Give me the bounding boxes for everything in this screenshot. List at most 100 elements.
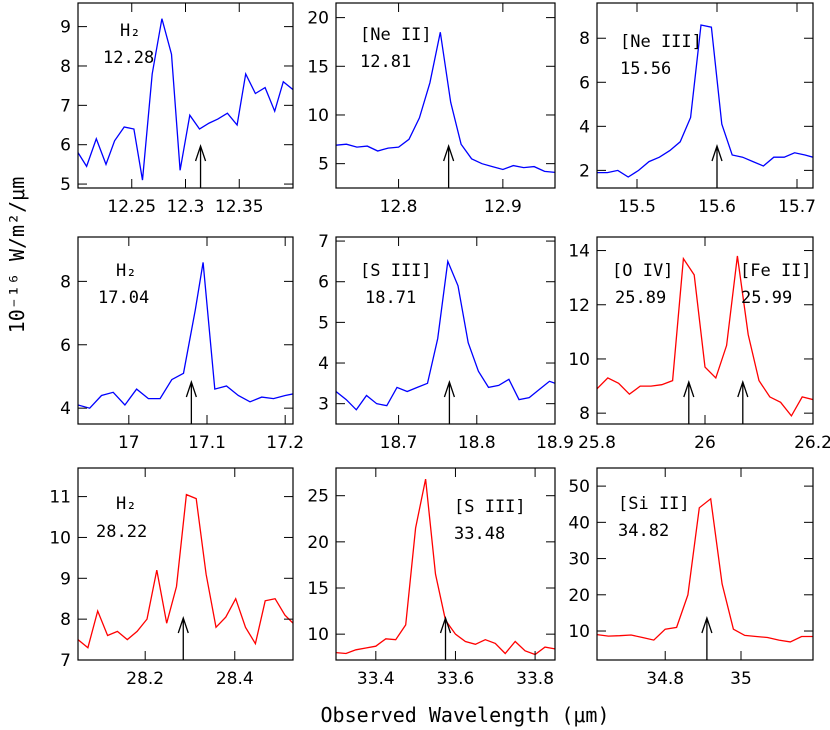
line-id-label: 15.56 [620, 59, 671, 79]
y-tick-label: 6 [318, 273, 329, 293]
y-tick-label: 30 [568, 550, 590, 570]
y-tick-label: 6 [60, 136, 71, 156]
panel-5: 18.7 18.8 18.9 3 4 5 6 7 [S III] 18.71 [318, 232, 574, 453]
panel-6: 25.8 26 26.2 8 10 12 14 [O IV] 25.89 [Fe II] 25.99 [568, 236, 830, 453]
panel-1: 12.25 12.3 12.35 5 6 7 8 9 H₂ 12.28 [60, 2, 294, 217]
spectrum-line-1 [78, 18, 293, 181]
panel-9: 34.8 35 10 20 30 40 50 [Si II] 34.82 [568, 467, 814, 689]
y-tick-label: 7 [60, 651, 71, 671]
x-tick-label: 15.5 [618, 197, 656, 217]
spectrum-line-5 [336, 258, 555, 411]
y-tick-label: 10 [49, 528, 71, 548]
panel-frame-9 [596, 467, 814, 661]
y-tick-label: 8 [60, 272, 71, 292]
line-id-label: [Ne II] [360, 25, 432, 45]
y-tick-label: 50 [568, 477, 590, 497]
line-id-label: 18.71 [365, 288, 416, 308]
y-tick-label: 12 [568, 296, 590, 316]
y-tick-label: 5 [60, 175, 71, 195]
line-marker-arrow [683, 379, 695, 424]
panel-3: 15.5 15.6 15.7 2 4 6 8 [Ne III] 15.56 [579, 2, 816, 217]
x-tick-label: 12.9 [484, 197, 522, 217]
y-tick-label: 20 [307, 533, 329, 553]
spectrum-line-6 [597, 255, 813, 418]
line-id-label: 12.28 [103, 48, 154, 68]
panel-4: 17 17.1 17.2 4 6 8 H₂ 17.04 [60, 236, 304, 453]
line-id-label: H₂ [116, 494, 136, 514]
y-tick-label: 9 [60, 18, 71, 38]
y-tick-label: 8 [579, 404, 590, 424]
y-tick-label: 5 [318, 313, 329, 333]
y-tick-label: 20 [568, 586, 590, 606]
x-tick-label: 17 [118, 433, 140, 453]
spectrum-line-9 [597, 497, 813, 643]
x-tick-label: 12.25 [107, 197, 156, 217]
y-tick-label: 4 [60, 399, 71, 419]
panel-frame-5 [335, 236, 556, 425]
line-marker-arrow [177, 615, 189, 660]
x-tick-label: 25.8 [578, 433, 616, 453]
panel-2: 12.8 12.9 5 10 15 20 [Ne II] 12.81 [307, 2, 556, 217]
panel-frame-7 [77, 467, 294, 661]
line-marker-arrow [711, 143, 723, 188]
x-tick-label: 33.4 [357, 669, 395, 689]
x-tick-label: 18.8 [458, 433, 496, 453]
x-tick-label: 15.6 [698, 197, 736, 217]
line-id-label: 25.99 [741, 288, 792, 308]
line-marker-arrow [443, 379, 456, 424]
line-id-label: 33.48 [454, 524, 505, 544]
y-tick-label: 8 [60, 57, 71, 77]
line-marker-arrow [701, 615, 713, 660]
line-id-label: [Ne III] [620, 32, 702, 52]
x-tick-label: 18.7 [380, 433, 418, 453]
line-id-label: [O IV] [612, 261, 673, 281]
y-tick-label: 5 [318, 155, 329, 175]
panel-frame-4 [77, 236, 294, 425]
line-marker-arrow [194, 143, 207, 188]
line-id-label: [Fe II] [740, 261, 812, 281]
x-tick-label: 35 [730, 669, 752, 689]
x-tick-label: 33.8 [516, 669, 554, 689]
line-marker-arrow [185, 379, 197, 424]
y-tick-label: 40 [568, 513, 590, 533]
y-tick-label: 3 [318, 395, 329, 415]
y-tick-label: 25 [307, 487, 329, 507]
y-tick-label: 10 [568, 622, 590, 642]
y-tick-label: 4 [318, 354, 329, 374]
x-tick-label: 17.2 [266, 433, 304, 453]
panel-frame-2 [335, 2, 556, 189]
line-marker-arrow [737, 379, 749, 424]
x-tick-label: 28.2 [126, 669, 164, 689]
y-tick-label: 20 [307, 9, 329, 29]
panel-7: 28.2 28.4 7 8 9 10 11 H₂ 28.22 [49, 467, 294, 689]
y-tick-label: 6 [60, 336, 71, 356]
y-tick-label: 4 [579, 117, 590, 137]
line-id-label: [Si II] [618, 494, 690, 514]
panels-grid: 12.25 12.3 12.35 5 6 7 8 9 H₂ 12.28 12.8 12.9 5 10 15 2… [49, 2, 830, 689]
y-tick-label: 9 [60, 569, 71, 589]
line-id-label: [S III] [454, 497, 526, 517]
x-tick-label: 12.3 [167, 197, 205, 217]
panel-frame-3 [596, 2, 814, 189]
x-tick-label: 34.8 [646, 669, 684, 689]
line-id-label: 12.81 [360, 52, 411, 72]
x-axis-title: Observed Wavelength (μm) [321, 703, 610, 727]
spectrum-line-7 [78, 493, 293, 649]
line-id-label: 17.04 [98, 288, 149, 308]
y-tick-label: 11 [49, 488, 71, 508]
y-tick-label: 14 [568, 242, 590, 262]
x-tick-label: 33.6 [437, 669, 475, 689]
x-tick-label: 15.7 [778, 197, 816, 217]
spectrum-line-4 [78, 262, 293, 409]
line-id-label: 28.22 [96, 522, 147, 542]
y-tick-label: 7 [60, 96, 71, 116]
panel-8: 33.4 33.6 33.8 10 15 20 25 [S III] 33.48 [307, 467, 556, 689]
x-tick-label: 18.9 [536, 433, 574, 453]
y-tick-label: 15 [307, 57, 329, 77]
x-tick-label: 26.2 [794, 433, 830, 453]
y-tick-label: 8 [579, 29, 590, 49]
y-tick-label: 8 [60, 610, 71, 630]
y-tick-label: 2 [579, 161, 590, 181]
line-id-label: [S III] [360, 261, 432, 281]
